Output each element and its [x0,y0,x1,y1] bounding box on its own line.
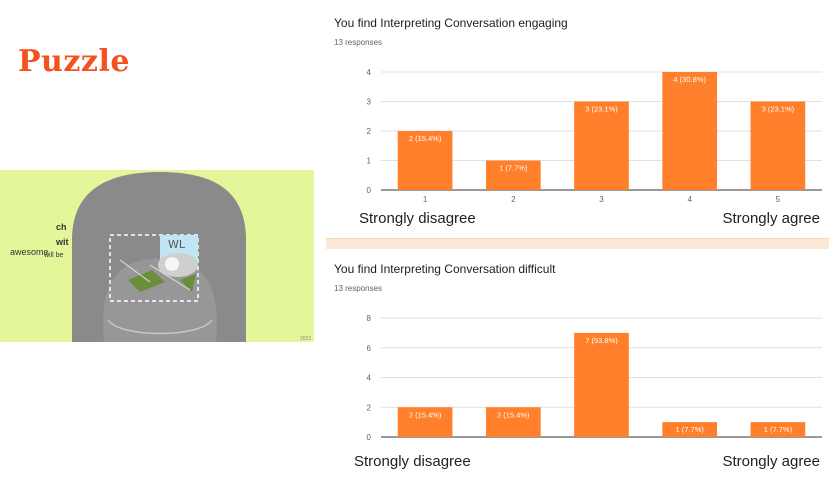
scale-label-low: Strongly disagree [354,453,471,470]
y-tick-label: 4 [367,374,372,383]
x-tick-label: 3 [599,195,604,204]
y-tick-label: 1 [367,157,372,166]
y-tick-label: 0 [367,186,372,195]
thumb-word-1: ch [56,222,67,232]
bar [662,72,718,190]
thumb-word-3: awesome [10,247,49,257]
x-tick-label: 2 [511,195,516,204]
bar [397,407,453,437]
thumb-word-5: WL [168,238,186,251]
chart-panel-difficult: You find Interpreting Conversation diffi… [328,254,829,470]
scale-label-high: Strongly agree [722,453,820,470]
bar [485,407,541,437]
bar-value-label: 7 (53.8%) [585,336,618,345]
thumbnail-illustration: ch wit awesome will be WL 2022 [0,170,314,342]
bar [750,422,806,437]
chart-title: You find Interpreting Conversation diffi… [334,262,556,276]
scale-label-low: Strongly disagree [359,210,476,227]
thumb-word-2: wit [55,237,69,247]
thumb-footer-mark: 2022 [300,336,311,342]
bar [574,101,629,190]
scale-label-high: Strongly agree [722,210,820,227]
video-thumbnail[interactable]: ch wit awesome will be WL 2022 [0,170,314,342]
x-tick-label: 1 [423,195,428,204]
chart-title: You find Interpreting Conversation engag… [334,16,568,30]
y-tick-label: 2 [367,403,372,412]
bar-value-label: 1 (7.7%) [676,425,705,434]
y-tick-label: 8 [367,314,372,323]
x-tick-label: 4 [687,195,692,204]
bar-value-label: 4 (30.8%) [673,75,706,84]
slide-title: Puzzle [18,44,130,79]
bar-value-label: 1 (7.7%) [764,425,793,434]
bar-value-label: 3 (23.1%) [762,105,795,114]
response-count: 13 responses [334,38,383,47]
x-tick-label: 5 [776,195,781,204]
bar-value-label: 2 (15.4%) [409,134,442,143]
response-count: 13 responses [334,284,383,293]
bar [750,101,806,190]
bar-value-label: 2 (15.4%) [409,410,442,419]
bar-value-label: 3 (23.1%) [585,105,618,114]
y-tick-label: 4 [367,68,372,77]
chart-panel-engaging: You find Interpreting Conversation engag… [328,8,829,234]
bar [662,422,718,437]
bar-chart-engaging: 0 1 2 3 4 2 (15.4%) 1 1 (7.7%) 2 3 (23.1%) 3 4 (30.… [367,68,822,204]
bar [397,131,453,190]
bar [574,332,629,437]
thumb-word-4: will be [43,252,64,259]
bar [485,160,541,190]
y-tick-label: 2 [367,127,372,136]
section-divider [326,238,829,249]
y-tick-label: 3 [367,98,372,107]
y-tick-label: 6 [367,344,372,353]
bar-value-label: 2 (15.4%) [497,410,530,419]
y-tick-label: 0 [367,433,372,442]
bar-value-label: 1 (7.7%) [499,164,528,173]
